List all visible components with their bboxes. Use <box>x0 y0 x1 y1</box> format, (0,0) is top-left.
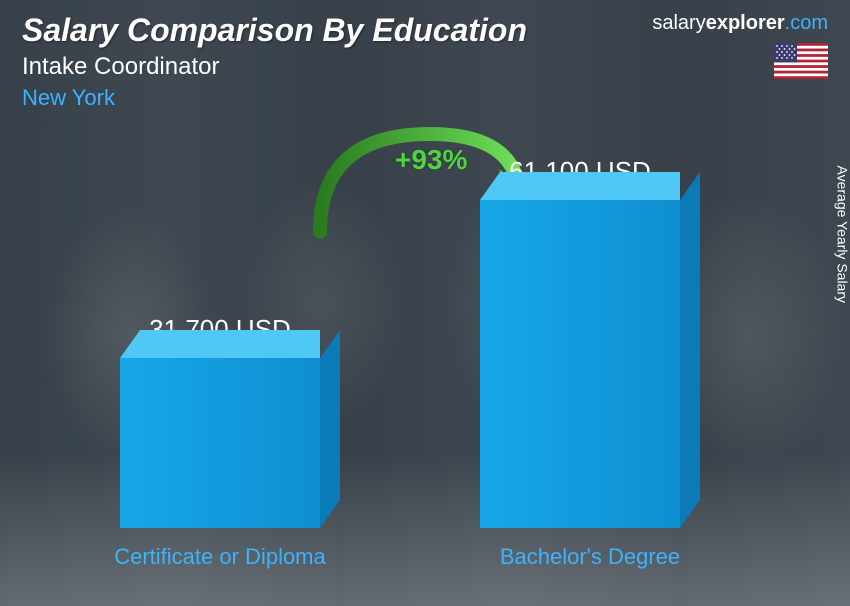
bar-front-2 <box>480 200 680 528</box>
bar-label-2: Bachelor's Degree <box>450 544 730 570</box>
brand-block: salaryexplorer.com <box>652 12 828 79</box>
bar-front-1 <box>120 358 320 528</box>
bar-certificate: 31,700 USD <box>120 358 320 528</box>
brand-text: salaryexplorer.com <box>652 12 828 35</box>
header: Salary Comparison By Education Intake Co… <box>22 12 828 111</box>
title-block: Salary Comparison By Education Intake Co… <box>22 12 527 111</box>
percent-increase-label: +93% <box>395 144 467 176</box>
chart-area: +93% 31,700 USD 61,100 USD Certificate o… <box>0 150 850 570</box>
brand-suffix: .com <box>785 12 828 34</box>
bar3d-1 <box>120 358 320 528</box>
brand-bold: explorer <box>706 12 785 34</box>
brand-prefix: salary <box>652 12 705 34</box>
main-title: Salary Comparison By Education <box>22 12 527 49</box>
bar-label-1: Certificate or Diploma <box>80 544 360 570</box>
bar-bachelor: 61,100 USD <box>480 200 680 528</box>
flag-icon <box>774 43 828 79</box>
job-subtitle: Intake Coordinator <box>22 53 527 81</box>
location-label: New York <box>22 85 527 111</box>
bar3d-2 <box>480 200 680 528</box>
